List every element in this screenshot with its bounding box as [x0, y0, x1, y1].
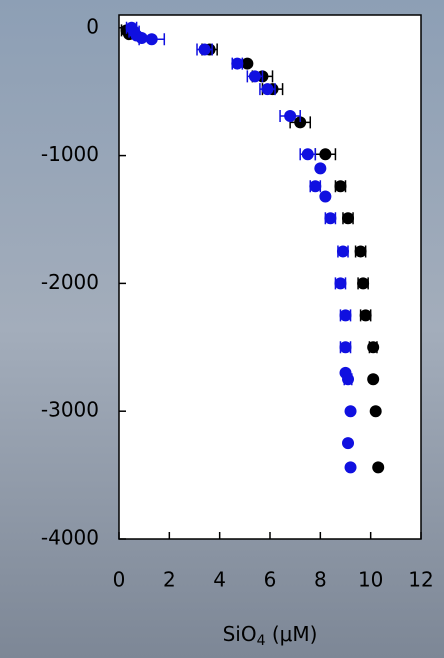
data-point — [372, 461, 385, 474]
data-point — [334, 277, 347, 290]
data-point — [309, 180, 322, 193]
data-point — [319, 148, 332, 161]
data-point — [369, 405, 382, 418]
y-tick-label: -3000 — [41, 398, 99, 422]
data-point — [334, 180, 347, 193]
data-point — [367, 373, 380, 386]
x-tick-label: 12 — [408, 568, 433, 592]
data-point — [248, 70, 261, 83]
data-point — [354, 245, 367, 258]
data-point — [367, 341, 380, 354]
y-tick-label: -1000 — [41, 142, 99, 166]
x-tick-label: 4 — [213, 568, 226, 592]
x-tick-label: 6 — [264, 568, 277, 592]
x-tick-label: 8 — [314, 568, 327, 592]
y-tick-label: -2000 — [41, 270, 99, 294]
data-point — [301, 148, 314, 161]
x-tick-label: 2 — [163, 568, 176, 592]
y-tick-label: -4000 — [41, 526, 99, 550]
data-point — [294, 116, 307, 129]
data-point — [342, 212, 355, 225]
data-point — [357, 277, 370, 290]
data-point — [342, 373, 355, 386]
data-point — [344, 405, 357, 418]
x-label-main: SiO — [223, 622, 257, 646]
data-point — [145, 33, 158, 46]
data-point — [198, 43, 211, 56]
data-point — [344, 461, 357, 474]
data-point — [339, 309, 352, 322]
data-point — [314, 162, 327, 175]
data-point — [231, 57, 244, 70]
data-point — [336, 245, 349, 258]
y-tick-label: 0 — [86, 14, 99, 38]
data-point — [284, 109, 297, 122]
data-point — [324, 212, 337, 225]
x-label-sub: 4 — [257, 633, 266, 649]
data-point — [261, 83, 274, 96]
x-tick-label: 0 — [113, 568, 126, 592]
data-point — [241, 57, 254, 70]
data-point — [319, 190, 332, 203]
plot-area — [118, 14, 422, 540]
x-tick-label: 10 — [358, 568, 383, 592]
data-point — [359, 309, 372, 322]
x-axis-label: SiO4 (μM) — [223, 622, 318, 650]
x-label-unit: (μM) — [265, 622, 317, 646]
data-point — [339, 341, 352, 354]
data-point — [342, 437, 355, 450]
data-point — [135, 32, 148, 45]
